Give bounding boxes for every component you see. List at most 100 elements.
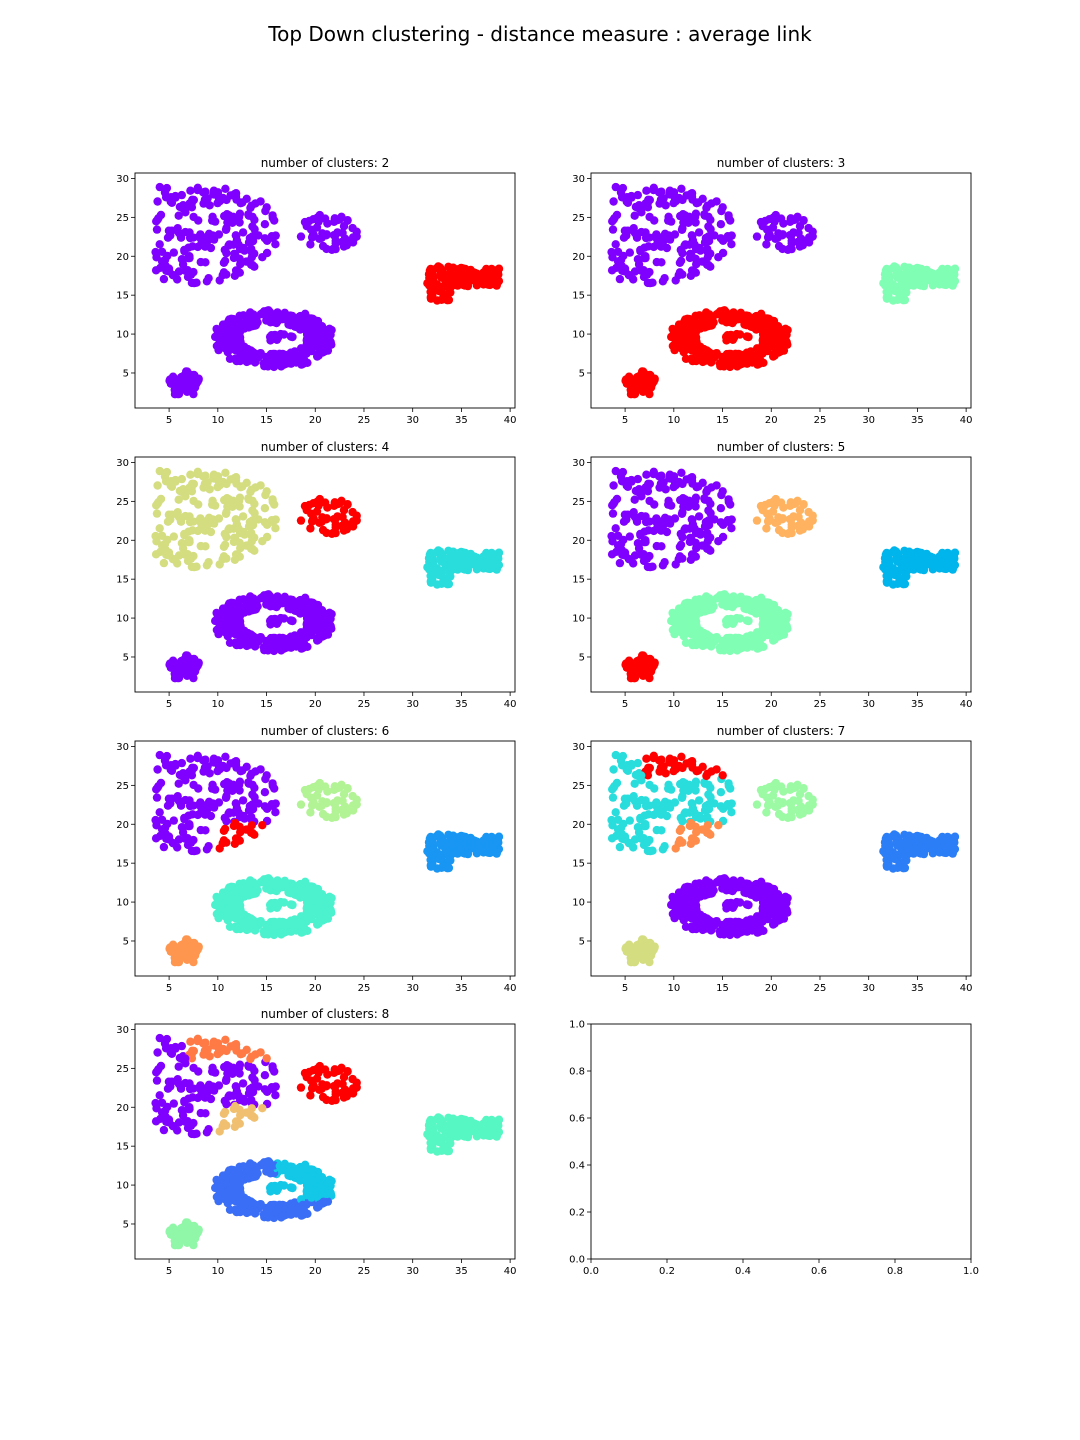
data-point [611, 750, 620, 760]
data-point [793, 237, 803, 247]
data-point [248, 260, 257, 270]
data-point [221, 184, 230, 193]
data-point [194, 216, 203, 225]
data-point [701, 607, 710, 616]
data-point [262, 487, 271, 496]
data-point [882, 577, 891, 586]
data-point [170, 390, 180, 399]
data-point [303, 606, 312, 615]
x-tick-label: 15 [716, 415, 729, 426]
data-point [624, 271, 634, 280]
data-point [221, 468, 230, 477]
data-point [230, 271, 240, 280]
axes-frame [134, 172, 516, 409]
data-point [323, 906, 332, 916]
data-point [613, 541, 623, 550]
data-point [706, 215, 715, 225]
data-point [163, 251, 172, 261]
scatter-points [151, 182, 504, 399]
data-point [447, 549, 456, 558]
data-point [189, 763, 198, 773]
data-point [711, 633, 721, 642]
data-point [950, 276, 960, 286]
data-point [236, 627, 245, 636]
data-point [264, 598, 273, 607]
data-point [213, 188, 223, 197]
data-point [742, 332, 752, 341]
data-point [267, 516, 276, 525]
data-point [611, 466, 620, 476]
data-point [174, 495, 183, 504]
data-point [225, 315, 234, 324]
data-point [193, 753, 202, 763]
data-point [742, 632, 752, 641]
x-tick-label: 30 [406, 415, 419, 426]
data-point [723, 356, 733, 365]
data-point [755, 355, 765, 364]
x-tick-label: 20 [765, 415, 778, 426]
y-tick-label: 30 [572, 174, 585, 185]
x-tick-label: 30 [406, 699, 419, 710]
data-point [706, 509, 715, 518]
x-tick-label: 15 [260, 699, 273, 710]
data-point [623, 510, 633, 519]
x-tick-label: 35 [455, 699, 468, 710]
data-point [185, 517, 195, 527]
data-point [669, 472, 679, 481]
data-point [166, 379, 176, 388]
data-point [159, 842, 169, 852]
data-point [723, 615, 732, 624]
data-point [185, 233, 195, 243]
data-point [902, 288, 911, 297]
data-point [687, 757, 697, 766]
data-point [634, 204, 643, 213]
data-point [771, 234, 780, 243]
data-point [167, 198, 177, 207]
data-point [636, 245, 645, 255]
data-point [348, 517, 358, 526]
axes-frame [134, 456, 516, 693]
data-point [612, 210, 622, 220]
data-point [793, 521, 803, 531]
data-point [711, 349, 721, 358]
x-tick-label: 10 [211, 699, 224, 710]
data-point [644, 526, 653, 535]
data-point [155, 524, 164, 533]
data-point [184, 821, 193, 831]
data-point [194, 500, 203, 509]
data-point [642, 186, 651, 195]
data-point [699, 599, 709, 608]
data-point [199, 483, 208, 492]
data-point [775, 346, 784, 355]
data-point [328, 244, 338, 254]
data-point [899, 296, 908, 305]
data-point [323, 622, 332, 632]
data-point [286, 348, 296, 357]
x-tick-label: 10 [211, 415, 224, 426]
data-point [893, 549, 902, 558]
data-point [626, 674, 636, 683]
data-point [167, 794, 177, 803]
data-point [770, 606, 779, 616]
data-point [441, 563, 450, 572]
data-point [238, 228, 248, 237]
data-point [232, 894, 241, 904]
data-point [675, 258, 685, 267]
data-point [698, 194, 707, 203]
data-point [703, 528, 712, 538]
data-point [687, 638, 696, 647]
data-point [771, 518, 780, 527]
data-point [463, 281, 473, 291]
x-tick-label: 40 [960, 699, 973, 710]
data-point [189, 389, 198, 399]
data-point [685, 821, 695, 831]
data-point [633, 373, 642, 382]
x-tick-label: 35 [455, 983, 468, 994]
data-point [303, 890, 312, 899]
data-point [752, 232, 762, 241]
data-point [787, 230, 796, 240]
data-point [199, 199, 208, 208]
data-point [260, 220, 270, 229]
data-point [686, 555, 696, 564]
data-point [231, 231, 240, 240]
